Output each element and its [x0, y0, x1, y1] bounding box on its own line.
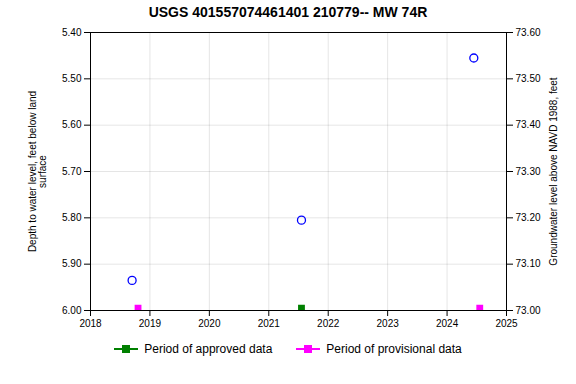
svg-text:2024: 2024	[436, 318, 459, 329]
svg-text:2022: 2022	[317, 318, 340, 329]
svg-text:73.40: 73.40	[516, 119, 541, 130]
svg-text:2025: 2025	[495, 318, 518, 329]
html-text:USGS 401557074461401 210779--: USGS 401557074461401 210779-- MW 74R	[148, 4, 428, 20]
svg-text:2021: 2021	[258, 318, 281, 329]
svg-text:73.50: 73.50	[516, 73, 541, 84]
svg-text:Groundwater level above NAVD 1: Groundwater level above NAVD 1988, feet	[548, 77, 559, 265]
svg-text:2018: 2018	[79, 318, 102, 329]
svg-text:2023: 2023	[377, 318, 400, 329]
html-text:Period of approved data: Period of approved data	[144, 342, 273, 356]
svg-text:Depth to water level, feet bel: Depth to water level, feet below landsur…	[27, 91, 48, 252]
svg-text:5.50: 5.50	[62, 73, 82, 84]
svg-text:5.80: 5.80	[62, 212, 82, 223]
svg-text:73.30: 73.30	[516, 166, 541, 177]
svg-text:5.70: 5.70	[62, 166, 82, 177]
html-text:Period of provisional data: Period of provisional data	[326, 342, 462, 356]
svg-text:5.60: 5.60	[62, 119, 82, 130]
svg-text:2020: 2020	[198, 318, 221, 329]
svg-text:6.00: 6.00	[62, 305, 82, 316]
svg-text:73.10: 73.10	[516, 258, 541, 269]
svg-text:73.60: 73.60	[516, 27, 541, 38]
svg-text:2019: 2019	[139, 318, 162, 329]
svg-text:5.90: 5.90	[62, 258, 82, 269]
svg-text:73.00: 73.00	[516, 305, 541, 316]
svg-text:73.20: 73.20	[516, 212, 541, 223]
svg-text:5.40: 5.40	[62, 27, 82, 38]
